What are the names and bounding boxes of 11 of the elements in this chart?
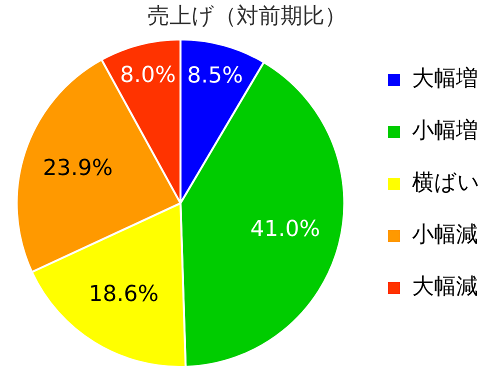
legend-label: 小幅減 [412,222,478,248]
legend-label: 小幅増 [412,118,478,144]
data-label: 8.5% [187,64,244,89]
chart-title: 売上げ（対前期比） [148,4,346,29]
legend-label: 大幅増 [412,66,478,92]
legend-label: 大幅減 [412,274,478,300]
legend-label: 横ばい [412,170,480,196]
data-label: 41.0% [250,216,320,242]
data-label: 23.9% [42,156,113,182]
data-label: 8.0% [120,62,176,88]
data-label: 18.6% [88,282,159,307]
